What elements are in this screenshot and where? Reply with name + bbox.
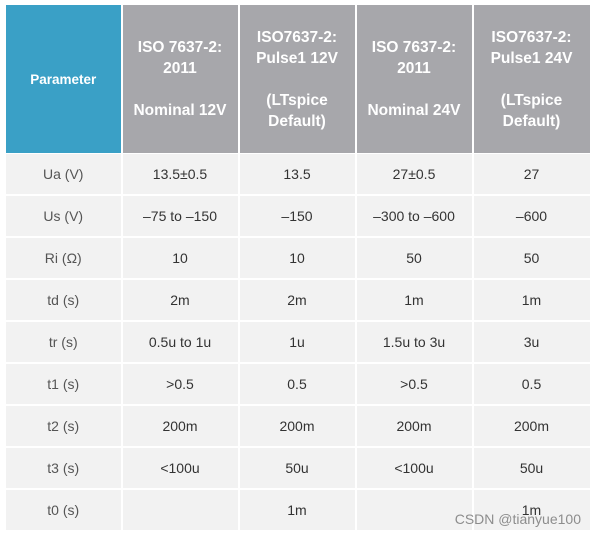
value-cell: >0.5: [355, 362, 474, 406]
header-line: ISO7637-2:: [491, 28, 572, 46]
param-cell: t1 (s): [5, 362, 123, 406]
table-row: tr (s) 0.5u to 1u 1u 1.5u to 3u 3u: [5, 320, 592, 364]
header-line: Nominal 12V: [133, 102, 227, 119]
header-line: Nominal 24V: [367, 102, 461, 119]
value-cell: 200m: [238, 404, 357, 448]
table-row: t2 (s) 200m 200m 200m 200m: [5, 404, 592, 448]
value-cell: 200m: [121, 404, 240, 448]
header-line: Pulse1 12V: [256, 49, 338, 67]
param-cell: t3 (s): [5, 446, 123, 490]
table-row: Ua (V) 13.5±0.5 13.5 27±0.5 27: [5, 153, 592, 196]
value-cell: 1.5u to 3u: [355, 320, 474, 364]
table-row: td (s) 2m 2m 1m 1m: [5, 278, 592, 322]
header-line: (LTspice: [500, 91, 563, 109]
value-cell: 1m: [355, 278, 474, 322]
header-line: 2011: [163, 60, 197, 77]
value-cell: 0.5: [238, 362, 357, 406]
header-iso-2011-24v: ISO 7637-2: 2011 Nominal 24V: [355, 4, 474, 154]
value-cell: 2m: [121, 278, 240, 322]
value-cell: 50u: [472, 446, 592, 490]
header-line: 2011: [397, 60, 431, 77]
value-cell: 13.5: [238, 153, 357, 196]
value-cell: 50: [472, 236, 592, 280]
value-cell: 1m: [472, 488, 592, 532]
value-cell: [121, 488, 240, 532]
iso7637-parameter-table: Parameter ISO 7637-2: 2011 Nominal 12V I…: [5, 4, 592, 532]
param-cell: Ua (V): [5, 153, 123, 196]
header-pulse1-12v: ISO7637-2: Pulse1 12V (LTspice Default): [238, 4, 357, 154]
table-row: t0 (s) 1m 1m: [5, 488, 592, 532]
value-cell: –300 to –600: [355, 194, 474, 238]
header-line: (LTspice: [266, 91, 328, 109]
param-cell: td (s): [5, 278, 123, 322]
value-cell: 13.5±0.5: [121, 153, 240, 196]
header-parameter: Parameter: [5, 4, 123, 154]
value-cell: 10: [121, 236, 240, 280]
value-cell: >0.5: [121, 362, 240, 406]
watermark: CSDN @tianyue100: [454, 511, 581, 527]
value-cell: 0.5u to 1u: [121, 320, 240, 364]
param-cell: Ri (Ω): [5, 236, 123, 280]
value-cell: [355, 488, 474, 532]
table-row: t3 (s) <100u 50u <100u 50u: [5, 446, 592, 490]
value-cell: 27: [472, 153, 592, 196]
param-cell: t0 (s): [5, 488, 123, 532]
value-cell: 200m: [472, 404, 592, 448]
header-parameter-label: Parameter: [30, 71, 97, 87]
header-line: ISO 7637-2:: [137, 39, 223, 56]
value-cell: 1m: [472, 278, 592, 322]
value-cell: 10: [238, 236, 357, 280]
value-cell: 50: [355, 236, 474, 280]
header-row: Parameter ISO 7637-2: 2011 Nominal 12V I…: [5, 4, 592, 154]
param-cell: Us (V): [5, 194, 123, 238]
value-cell: 50u: [238, 446, 357, 490]
header-line: ISO 7637-2:: [371, 39, 457, 56]
header-line: Default): [502, 112, 561, 130]
value-cell: <100u: [355, 446, 474, 490]
value-cell: –150: [238, 194, 357, 238]
value-cell: –75 to –150: [121, 194, 240, 238]
header-line: Pulse1 24V: [490, 49, 573, 67]
header-line: ISO7637-2:: [256, 28, 338, 46]
value-cell: <100u: [121, 446, 240, 490]
table-row: Ri (Ω) 10 10 50 50: [5, 236, 592, 280]
param-cell: tr (s): [5, 320, 123, 364]
header-iso-2011-12v: ISO 7637-2: 2011 Nominal 12V: [121, 4, 240, 154]
table-row: Us (V) –75 to –150 –150 –300 to –600 –60…: [5, 194, 592, 238]
value-cell: 1m: [238, 488, 357, 532]
value-cell: 0.5: [472, 362, 592, 406]
header-pulse1-24v: ISO7637-2: Pulse1 24V (LTspice Default): [472, 4, 592, 154]
value-cell: –600: [472, 194, 592, 238]
param-cell: t2 (s): [5, 404, 123, 448]
value-cell: 2m: [238, 278, 357, 322]
header-line: Default): [268, 112, 326, 130]
value-cell: 1u: [238, 320, 357, 364]
table-row: t1 (s) >0.5 0.5 >0.5 0.5: [5, 362, 592, 406]
value-cell: 200m: [355, 404, 474, 448]
value-cell: 27±0.5: [355, 153, 474, 196]
value-cell: 3u: [472, 320, 592, 364]
